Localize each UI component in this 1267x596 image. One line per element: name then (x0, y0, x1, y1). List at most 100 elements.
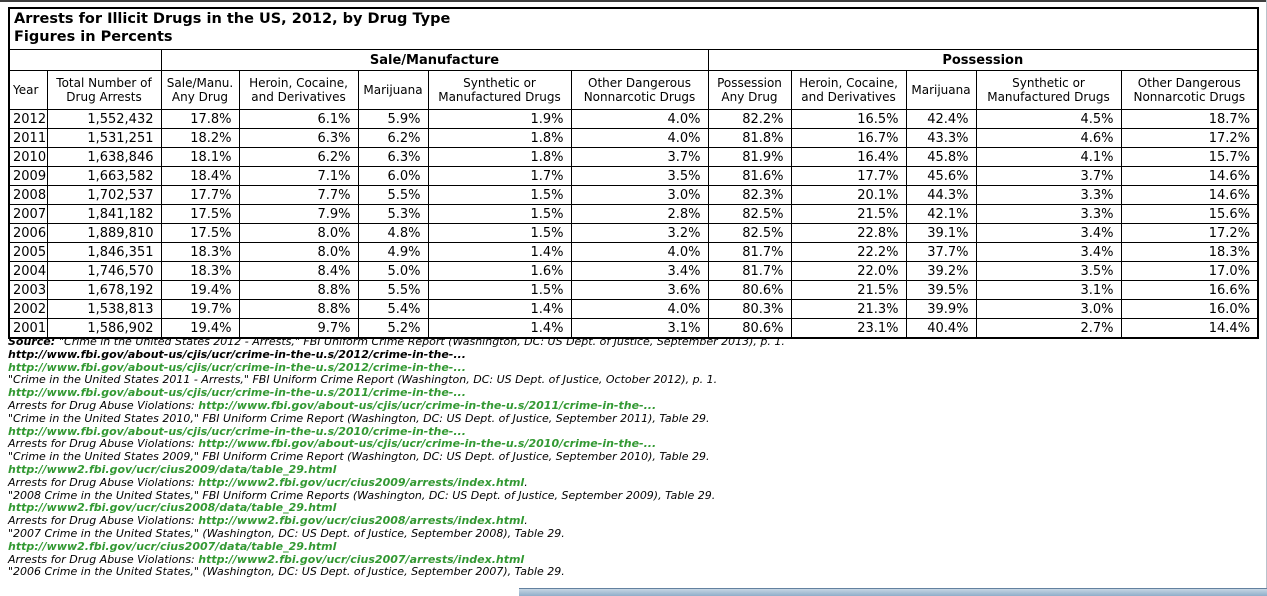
value-cell: 39.2% (905, 261, 977, 281)
value-cell: 15.6% (1120, 204, 1259, 224)
source-link[interactable]: http://www2.fbi.gov/ucr/cius2009/data/ta… (8, 462, 337, 476)
horizontal-scrollbar[interactable] (519, 588, 1267, 596)
source-link[interactable]: http://www.fbi.gov/about-us/cjis/ucr/cri… (198, 437, 657, 451)
source-line: http://www.fbi.gov/about-us/cjis/ucr/cri… (8, 386, 1263, 400)
group-header-sale: Sale/Manufacture (160, 49, 709, 71)
source-text: "Crime in the United States 2009," FBI U… (8, 450, 710, 464)
value-cell: 40.4% (905, 318, 977, 339)
source-line: "Crime in the United States 2011 - Arres… (8, 373, 1263, 387)
value-cell: 1.5% (427, 204, 572, 224)
value-cell: 14.4% (1120, 318, 1259, 339)
value-cell: 17.2% (1120, 223, 1259, 243)
source-line: Arrests for Drug Abuse Violations: http:… (8, 398, 1263, 413)
source-link[interactable]: http://www.fbi.gov/about-us/cjis/ucr/cri… (198, 398, 657, 412)
value-cell: 39.9% (905, 299, 977, 319)
source-link[interactable]: http://www2.fbi.gov/ucr/cius2009/arrests… (198, 475, 525, 489)
value-cell: 4.0% (570, 299, 709, 319)
source-text: "Crime in the United States 2011 - Arres… (8, 373, 718, 387)
value-cell: 1.9% (427, 109, 572, 129)
value-cell: 6.3% (357, 147, 429, 167)
table-row: 2003 1,678,192 19.4% 8.8% 5.5% 1.5% 3.6% 80.6% 2… (8, 280, 1259, 300)
table-row: 2008 1,702,537 17.7% 7.7% 5.5% 1.5% 3.0% 82.3% 2… (8, 185, 1259, 205)
table-row: 2005 1,846,351 18.3% 8.0% 4.9% 1.4% 4.0% 81.7% 2… (8, 242, 1259, 262)
value-cell: 81.8% (707, 128, 792, 148)
source-link[interactable]: http://www2.fbi.gov/ucr/cius2007/data/ta… (8, 539, 337, 553)
source-line: http://www.fbi.gov/about-us/cjis/ucr/cri… (8, 360, 1263, 375)
source-line: "2006 Crime in the United States," (Wash… (8, 565, 1263, 579)
table-row: 2004 1,746,570 18.3% 8.4% 5.0% 1.6% 3.4% 81.7% 2… (8, 261, 1259, 281)
source-line: http://www.fbi.gov/about-us/cjis/ucr/cri… (8, 424, 1263, 439)
value-cell: 3.2% (570, 223, 709, 243)
value-cell: 1,746,570 (46, 261, 162, 281)
source-link[interactable]: http://www2.fbi.gov/ucr/cius2007/arrests… (198, 552, 525, 566)
table-row: 2012 1,552,432 17.8% 6.1% 5.9% 1.9% 4.0% 82.2% 1… (8, 109, 1259, 129)
group-header-row: Sale/Manufacture Possession (8, 49, 1259, 71)
source-line: Arrests for Drug Abuse Violations: http:… (8, 437, 1263, 451)
source-link[interactable]: http://www2.fbi.gov/ucr/cius2008/arrests… (198, 514, 525, 528)
source-line: "Crime in the United States 2009," FBI U… (8, 450, 1263, 464)
source-link[interactable]: http://www.fbi.gov/about-us/cjis/ucr/cri… (8, 424, 466, 438)
value-cell: 16.0% (1120, 299, 1259, 319)
value-cell: 23.1% (790, 318, 907, 339)
source-link[interactable]: http://www.fbi.gov/about-us/cjis/ucr/cri… (8, 386, 466, 400)
value-cell: 8.8% (238, 280, 359, 300)
col-header-total-arrests: Total Number of Drug Arrests (46, 70, 162, 110)
source-text: . (524, 514, 528, 528)
source-text: "Crime in the United States 2012 - Arres… (58, 335, 785, 348)
value-cell: 17.8% (160, 109, 240, 129)
source-line: Arrests for Drug Abuse Violations: http:… (8, 475, 1263, 490)
source-text: Source: (8, 335, 59, 348)
value-cell: 1,538,813 (46, 299, 162, 319)
source-text: "2007 Crime in the United States," (Wash… (8, 526, 565, 540)
value-cell: 1.4% (427, 318, 572, 339)
value-cell: 80.3% (707, 299, 792, 319)
table-title-cell: Arrests for Illicit Drugs in the US, 201… (8, 7, 1259, 50)
value-cell: 3.4% (570, 261, 709, 281)
value-cell: 20.1% (790, 185, 907, 205)
value-cell: 17.7% (160, 185, 240, 205)
value-cell: 45.8% (905, 147, 977, 167)
value-cell: 5.9% (357, 109, 429, 129)
value-cell: 16.6% (1120, 280, 1259, 300)
arrests-table-wrapper: Arrests for Illicit Drugs in the US, 201… (8, 7, 1260, 339)
value-cell: 17.5% (160, 204, 240, 224)
col-header-year: Year (8, 70, 48, 110)
source-text: "Crime in the United States 2010," FBI U… (8, 411, 710, 425)
value-cell: 3.5% (570, 166, 709, 186)
value-cell: 43.3% (905, 128, 977, 148)
value-cell: 81.7% (707, 261, 792, 281)
value-cell: 5.2% (357, 318, 429, 339)
value-cell: 3.3% (975, 185, 1122, 205)
source-text: Arrests for Drug Abuse Violations: (8, 552, 199, 566)
value-cell: 18.2% (160, 128, 240, 148)
value-cell: 1,889,810 (46, 223, 162, 243)
value-cell: 81.6% (707, 166, 792, 186)
value-cell: 14.6% (1120, 166, 1259, 186)
value-cell: 16.4% (790, 147, 907, 167)
year-cell: 2004 (8, 261, 48, 281)
value-cell: 1.8% (427, 147, 572, 167)
source-line: http://www2.fbi.gov/ucr/cius2007/data/ta… (8, 539, 1263, 554)
value-cell: 3.7% (570, 147, 709, 167)
year-cell: 2002 (8, 299, 48, 319)
value-cell: 1,678,192 (46, 280, 162, 300)
title-row: Arrests for Illicit Drugs in the US, 201… (8, 7, 1259, 50)
source-link[interactable]: http://www.fbi.gov/about-us/cjis/ucr/cri… (8, 360, 466, 374)
source-text: Arrests for Drug Abuse Violations: (8, 437, 199, 451)
value-cell: 45.6% (905, 166, 977, 186)
sources: Source: "Crime in the United States 2012… (8, 335, 1263, 579)
value-cell: 18.3% (1120, 242, 1259, 262)
value-cell: 5.3% (357, 204, 429, 224)
year-cell: 2011 (8, 128, 48, 148)
value-cell: 6.0% (357, 166, 429, 186)
value-cell: 1,638,846 (46, 147, 162, 167)
value-cell: 3.3% (975, 204, 1122, 224)
source-line: Arrests for Drug Abuse Violations: http:… (8, 514, 1263, 528)
source-link[interactable]: http://www2.fbi.gov/ucr/cius2008/data/ta… (8, 501, 337, 515)
value-cell: 1.5% (427, 223, 572, 243)
col-header-sale-marijuana: Marijuana (357, 70, 429, 110)
source-line: "Crime in the United States 2010," FBI U… (8, 411, 1263, 426)
value-cell: 21.5% (790, 204, 907, 224)
value-cell: 9.7% (238, 318, 359, 339)
year-cell: 2008 (8, 185, 48, 205)
